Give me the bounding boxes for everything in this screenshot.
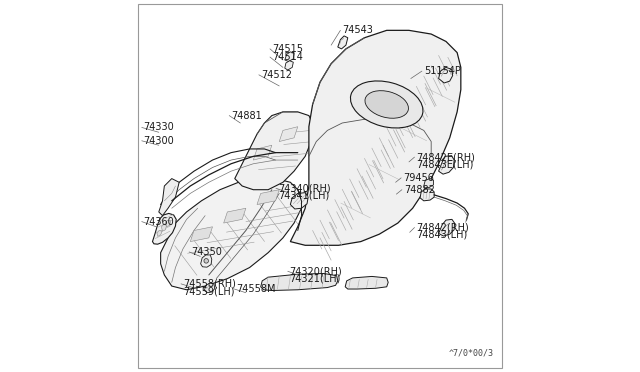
Circle shape <box>204 259 209 263</box>
Ellipse shape <box>351 81 423 128</box>
Text: 74340(RH): 74340(RH) <box>278 183 330 193</box>
Text: ^7/0*00/3: ^7/0*00/3 <box>449 348 494 357</box>
Text: 74559(LH): 74559(LH) <box>183 286 234 296</box>
Polygon shape <box>285 52 294 61</box>
Text: 74321(LH): 74321(LH) <box>290 274 341 284</box>
Text: 74330: 74330 <box>143 122 174 132</box>
Polygon shape <box>257 190 279 205</box>
Polygon shape <box>159 179 179 216</box>
Polygon shape <box>157 231 162 236</box>
Polygon shape <box>161 179 301 290</box>
Text: 74843(LH): 74843(LH) <box>417 230 468 240</box>
Text: 74512: 74512 <box>260 70 292 80</box>
Polygon shape <box>291 193 308 209</box>
Text: 74843E(LH): 74843E(LH) <box>417 160 474 170</box>
Text: 74558M: 74558M <box>236 284 276 294</box>
Text: 74543: 74543 <box>342 25 373 35</box>
Polygon shape <box>161 225 166 231</box>
Polygon shape <box>438 155 454 174</box>
Polygon shape <box>201 255 212 267</box>
Text: 79456: 79456 <box>403 173 434 183</box>
Text: 74515: 74515 <box>272 44 303 54</box>
Text: 74881: 74881 <box>231 110 262 121</box>
Polygon shape <box>424 179 433 188</box>
Polygon shape <box>152 214 176 244</box>
Polygon shape <box>438 219 454 236</box>
Text: 74341(LH): 74341(LH) <box>278 190 329 201</box>
Text: 74514: 74514 <box>272 52 303 62</box>
Text: 74320(RH): 74320(RH) <box>290 266 342 276</box>
Polygon shape <box>338 36 348 49</box>
Text: 51154P: 51154P <box>424 66 461 76</box>
Text: 74360: 74360 <box>143 217 174 227</box>
Polygon shape <box>223 208 246 223</box>
Text: 74882: 74882 <box>404 185 435 195</box>
Polygon shape <box>438 67 452 83</box>
Polygon shape <box>260 273 338 291</box>
Polygon shape <box>166 220 171 227</box>
Polygon shape <box>235 112 312 190</box>
Text: 74350: 74350 <box>191 247 222 257</box>
Polygon shape <box>253 145 272 160</box>
Polygon shape <box>279 127 298 141</box>
Polygon shape <box>345 276 388 289</box>
Ellipse shape <box>365 91 408 118</box>
Text: 74842E(RH): 74842E(RH) <box>417 152 476 162</box>
Polygon shape <box>291 31 461 245</box>
Polygon shape <box>285 61 293 70</box>
Polygon shape <box>204 283 215 293</box>
Text: 74300: 74300 <box>143 136 174 146</box>
Text: 74842(RH): 74842(RH) <box>417 222 469 232</box>
Polygon shape <box>190 227 212 241</box>
Polygon shape <box>420 189 434 201</box>
Text: 74558(RH): 74558(RH) <box>183 279 236 289</box>
